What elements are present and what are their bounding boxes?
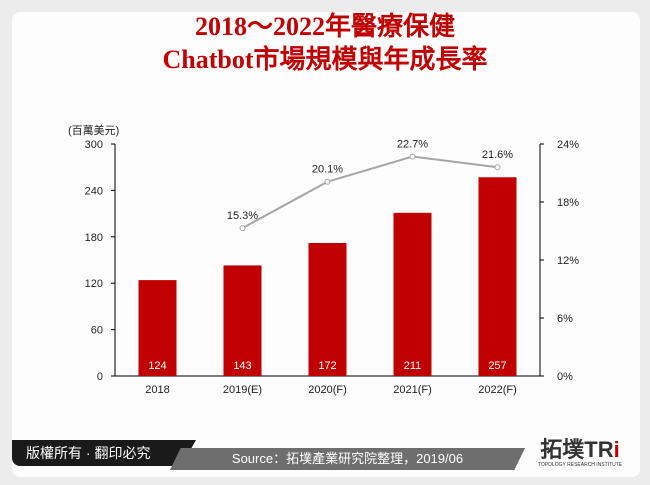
x-tick-label: 2021(F) bbox=[393, 384, 432, 396]
growth-label: 21.6% bbox=[482, 149, 513, 161]
tri-logo: 拓墣TRi TOPOLOGY RESEARCH INSTITUTE bbox=[530, 437, 630, 469]
logo-subtitle: TOPOLOGY RESEARCH INSTITUTE bbox=[537, 462, 623, 468]
left-tick-label: 180 bbox=[85, 232, 103, 244]
x-tick-label: 2020(F) bbox=[308, 384, 347, 396]
growth-point bbox=[409, 153, 416, 160]
bar bbox=[478, 177, 517, 376]
title-line-1: 2018～2022年醫療保健 bbox=[194, 12, 455, 41]
copyright-banner: 版權所有 · 翻印必究 bbox=[12, 440, 196, 466]
x-tick-label: 2018 bbox=[145, 384, 169, 396]
title-line-2: Chatbot市場規模與年成長率 bbox=[162, 45, 488, 74]
left-tick-label: 0 bbox=[97, 371, 103, 383]
x-tick-label: 2019(E) bbox=[223, 384, 262, 396]
bar-value-label: 124 bbox=[148, 360, 166, 372]
bar bbox=[223, 265, 262, 376]
left-tick-label: 300 bbox=[85, 139, 103, 151]
left-axis-unit: (百萬美元) bbox=[68, 124, 119, 137]
right-tick-label: 6% bbox=[557, 313, 573, 325]
left-tick-label: 240 bbox=[85, 185, 103, 197]
bar-value-label: 143 bbox=[233, 360, 251, 372]
growth-point bbox=[324, 178, 331, 185]
chart-title: 2018～2022年醫療保健 Chatbot市場規模與年成長率 bbox=[0, 10, 650, 76]
growth-line bbox=[242, 155, 498, 229]
bar bbox=[393, 212, 432, 376]
left-tick-label: 120 bbox=[85, 278, 103, 290]
bar-value-label: 257 bbox=[488, 360, 506, 372]
growth-point bbox=[494, 164, 501, 171]
growth-point bbox=[239, 225, 246, 232]
growth-label: 22.7% bbox=[397, 139, 428, 151]
right-tick-label: 18% bbox=[557, 197, 579, 209]
right-tick-label: 12% bbox=[557, 255, 579, 267]
right-tick-label: 0% bbox=[557, 371, 573, 383]
logo-text: 拓墣TRi bbox=[540, 437, 620, 462]
x-tick-label: 2022(F) bbox=[478, 384, 517, 396]
bar-value-label: 172 bbox=[318, 360, 336, 372]
growth-label: 15.3% bbox=[227, 210, 258, 222]
source-note: Source：拓墣產業研究院整理，2019/06 bbox=[170, 448, 525, 470]
bar bbox=[138, 280, 177, 376]
left-tick-label: 60 bbox=[91, 325, 103, 337]
right-tick-label: 24% bbox=[557, 139, 579, 151]
growth-label: 20.1% bbox=[312, 164, 343, 176]
bar-value-label: 211 bbox=[404, 360, 422, 372]
bar bbox=[308, 242, 347, 376]
